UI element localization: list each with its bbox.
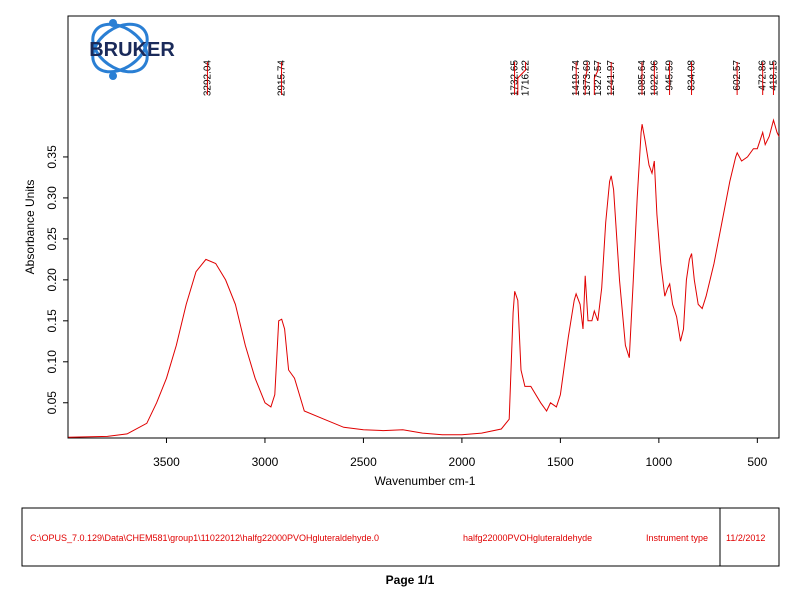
y-tick-label: 0.15	[45, 309, 59, 333]
plot-frame	[67, 15, 780, 439]
peak-label: 1716.22	[521, 60, 532, 97]
page-number: Page 1/1	[386, 573, 435, 587]
logo-text: BRUKER	[89, 39, 175, 61]
peak-marker	[517, 62, 527, 95]
x-tick-label: 500	[747, 455, 767, 469]
x-tick-label: 3000	[252, 455, 279, 469]
footer-box	[21, 507, 780, 567]
footer-path: C:\OPUS_7.0.129\Data\CHEM581\group1\1102…	[30, 533, 379, 543]
y-tick-label: 0.30	[45, 186, 59, 210]
peak-marker	[593, 62, 599, 95]
logo-orbit	[91, 22, 149, 74]
x-tick-label: 2000	[449, 455, 476, 469]
peak-label: 418.15	[769, 60, 780, 91]
spectrum-line	[68, 118, 780, 438]
x-tick-label: 1500	[547, 455, 574, 469]
y-axis-label: Absorbance Units	[23, 180, 37, 275]
peak-marker	[584, 62, 588, 95]
y-tick-label: 0.05	[45, 391, 59, 415]
y-tick-label: 0.25	[45, 227, 59, 251]
logo: BRUKER	[89, 19, 175, 80]
footer-date: 11/2/2012	[726, 533, 765, 543]
footer-instrument: Instrument type	[646, 533, 708, 543]
y-tick-label: 0.20	[45, 268, 59, 292]
y-tick-label: 0.35	[45, 145, 59, 169]
logo-orbit	[91, 22, 149, 74]
logo-dot	[109, 72, 117, 80]
logo-dot	[109, 19, 117, 27]
peak-label: 1373.69	[582, 60, 593, 97]
x-axis-label: Wavenumber cm-1	[375, 474, 476, 488]
footer-sample: halfg22000PVOHgluteraldehyde	[463, 533, 592, 543]
x-tick-label: 1000	[646, 455, 673, 469]
y-tick-label: 0.10	[45, 350, 59, 374]
peak-label: 1327.57	[593, 60, 604, 97]
x-tick-label: 3500	[153, 455, 180, 469]
x-tick-label: 2500	[350, 455, 377, 469]
